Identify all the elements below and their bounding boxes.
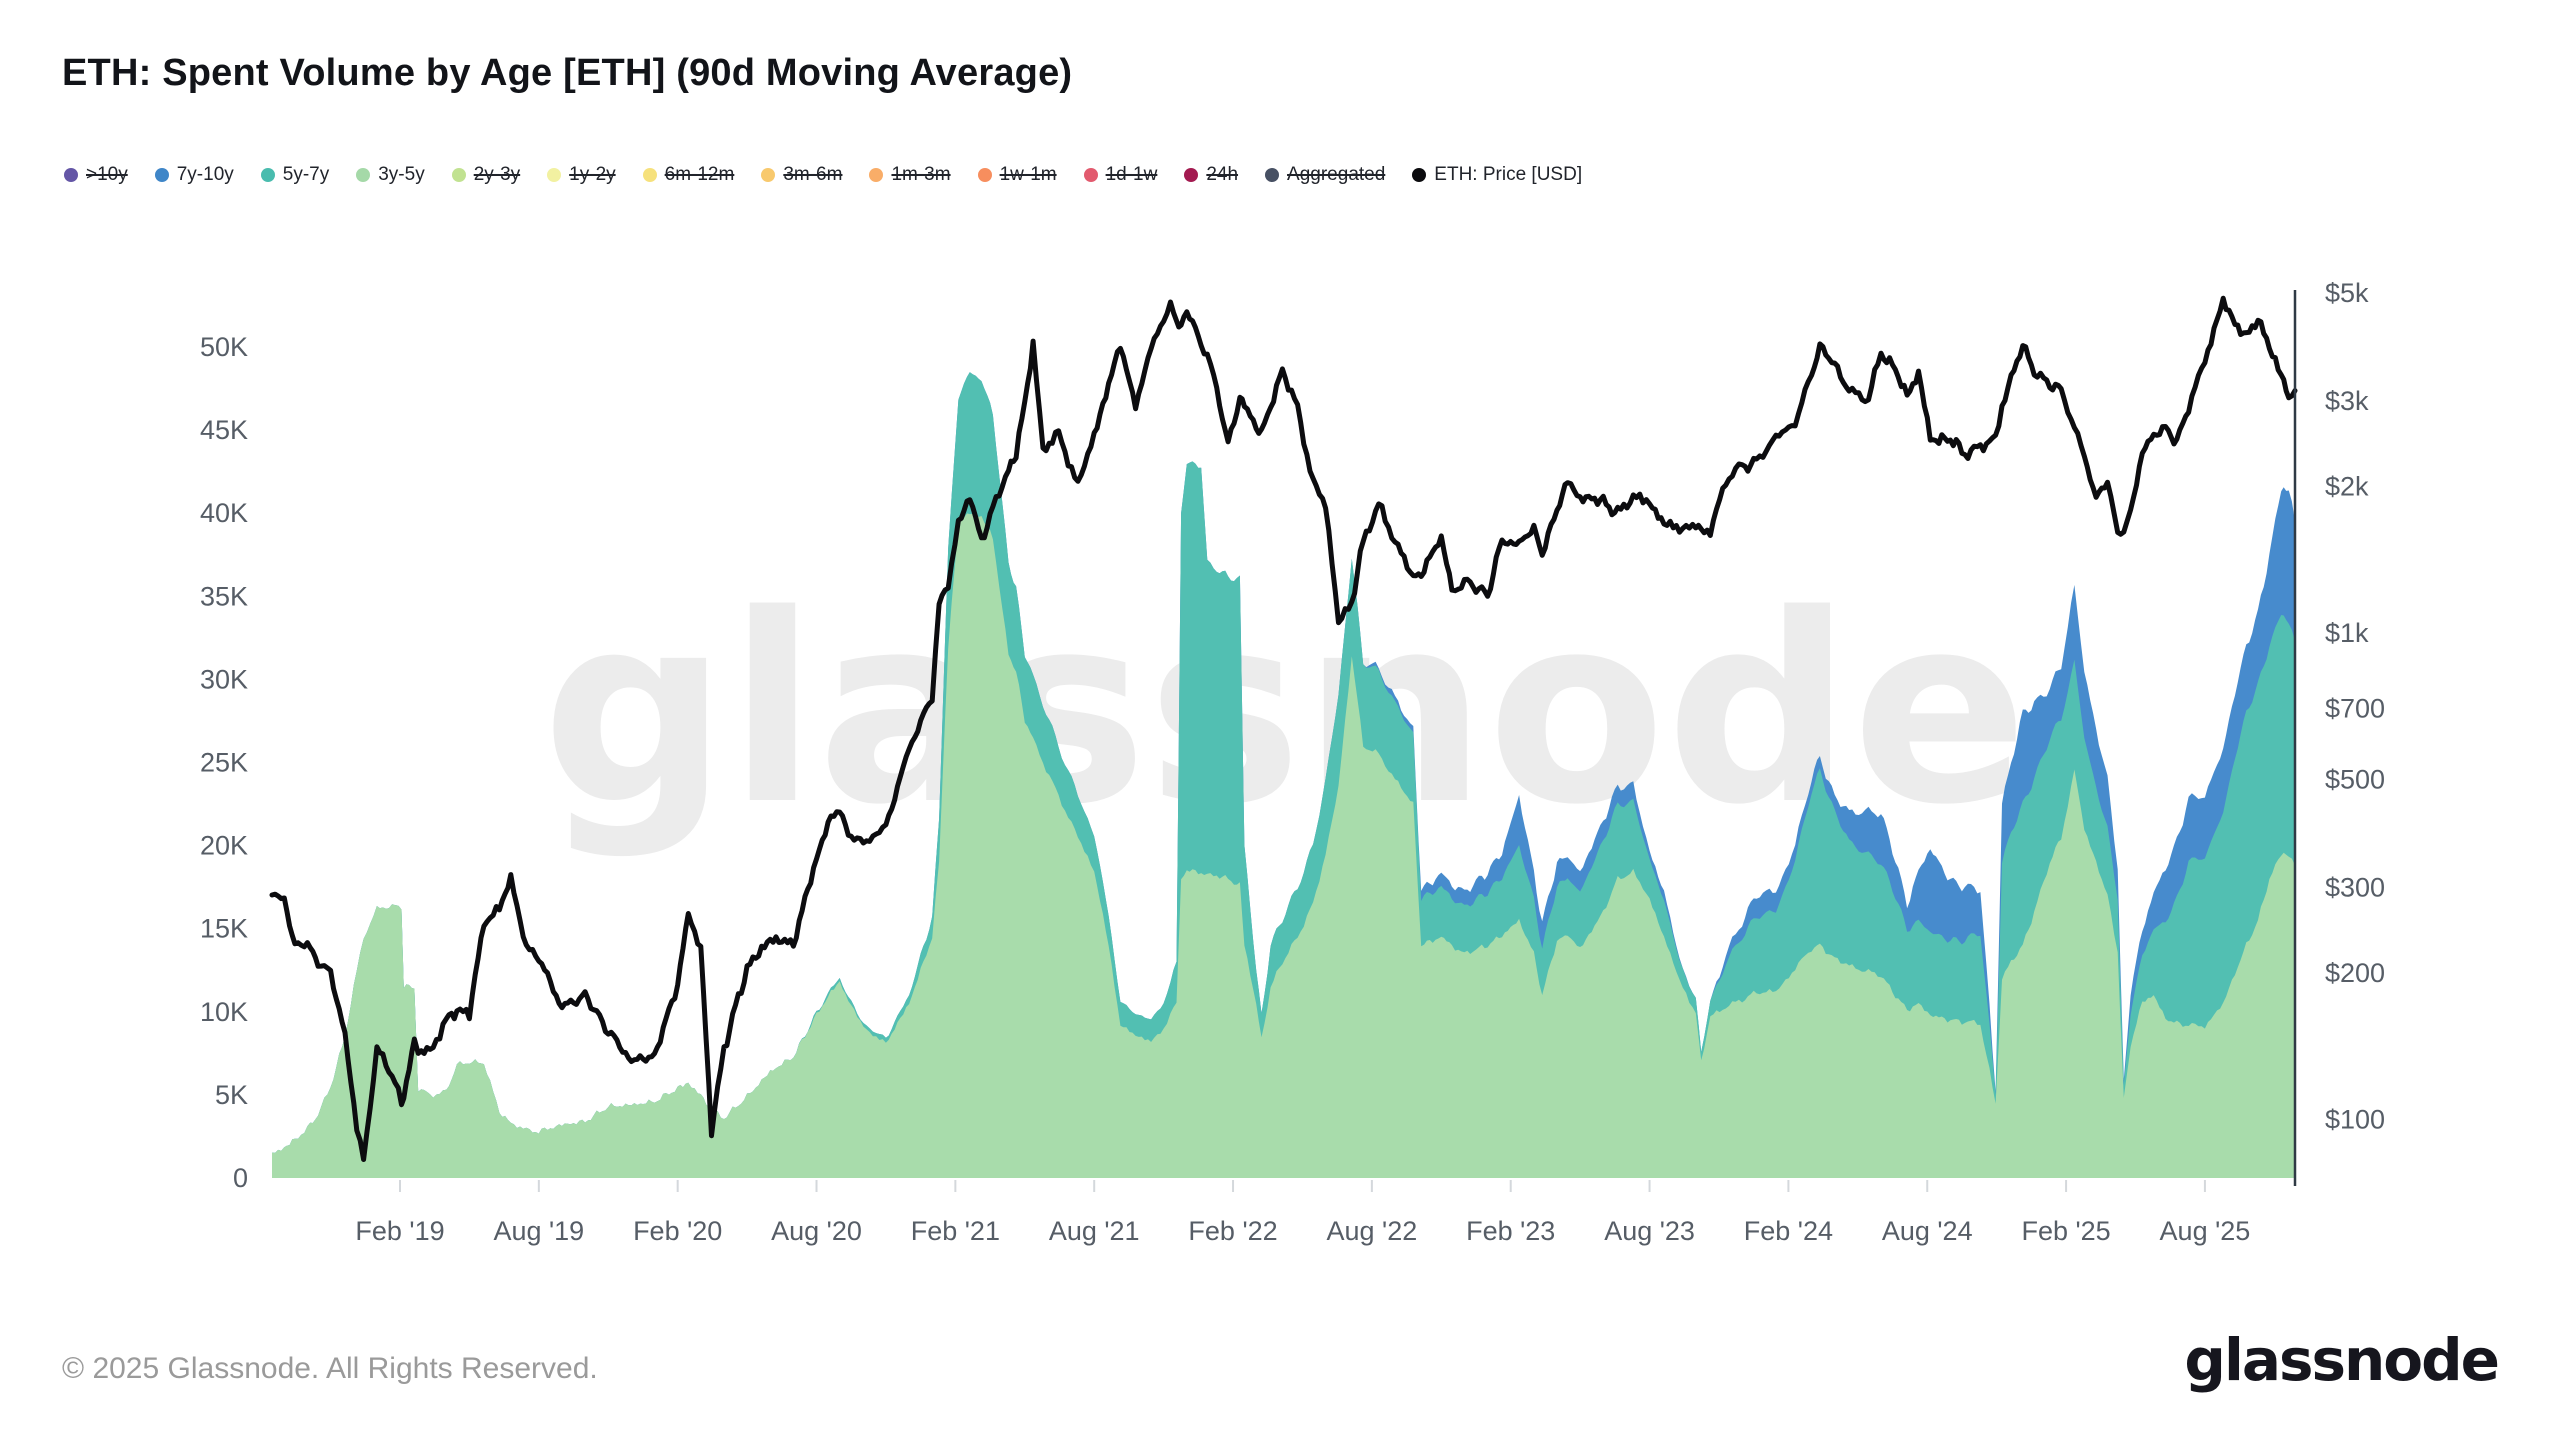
copyright-text: © 2025 Glassnode. All Rights Reserved. bbox=[62, 1352, 598, 1385]
y-left-tick-label: 20K bbox=[200, 831, 248, 861]
page-title: ETH: Spent Volume by Age [ETH] (90d Movi… bbox=[62, 52, 1073, 94]
x-tick-label: Aug '25 bbox=[2160, 1216, 2251, 1246]
y-right-tick-label: $1k bbox=[2325, 618, 2369, 648]
legend-dot-icon bbox=[977, 168, 992, 182]
legend-dot-icon bbox=[451, 168, 466, 182]
legend-dot-icon bbox=[260, 168, 275, 182]
x-tick-label: Feb '21 bbox=[911, 1216, 1000, 1246]
y-left-tick-label: 45K bbox=[200, 415, 248, 445]
legend-dot-icon bbox=[154, 168, 169, 182]
legend-item-1m-3m[interactable]: 1m-3m bbox=[869, 164, 951, 186]
legend-item-label: ETH: Price [USD] bbox=[1434, 164, 1583, 185]
legend-item-label: 1d-1w bbox=[1105, 164, 1158, 185]
legend-item-6m-12m[interactable]: 6m-12m bbox=[642, 164, 735, 186]
legend-item-3m-6m[interactable]: 3m-6m bbox=[761, 164, 842, 186]
y-right-tick-label: $5k bbox=[2325, 278, 2369, 308]
legend-dot-icon bbox=[1265, 168, 1280, 182]
y-left-tick-label: 10K bbox=[200, 997, 248, 1027]
legend-item-2y-3y[interactable]: 2y-3y bbox=[451, 164, 521, 186]
legend-dot-icon bbox=[761, 168, 776, 182]
y-left-tick-label: 15K bbox=[200, 914, 248, 944]
legend-item-label: 1w-1m bbox=[999, 164, 1057, 185]
y-right-tick-label: $100 bbox=[2325, 1105, 2385, 1135]
legend-item-label: 3m-6m bbox=[783, 164, 843, 185]
y-right-tick-label: $200 bbox=[2325, 958, 2385, 988]
legend-item-label: 1y-2y bbox=[569, 164, 616, 185]
y-right-tick-label: $2k bbox=[2325, 472, 2369, 502]
legend-item-24h[interactable]: 24h bbox=[1184, 164, 1238, 186]
area-5y-7y bbox=[272, 372, 2295, 1179]
x-tick-label: Aug '19 bbox=[493, 1216, 584, 1246]
legend-dot-icon bbox=[642, 168, 657, 182]
x-tick-label: Aug '20 bbox=[771, 1216, 862, 1246]
legend-dot-icon bbox=[1083, 168, 1098, 182]
legend-item-1y-2y[interactable]: 1y-2y bbox=[547, 164, 616, 186]
x-tick-label: Feb '23 bbox=[1466, 1216, 1555, 1246]
legend-item-label: 3y-5y bbox=[378, 164, 425, 185]
y-right-tick-label: $3k bbox=[2325, 386, 2369, 416]
legend-item-label: >10y bbox=[86, 164, 128, 185]
y-right-tick-label: $700 bbox=[2325, 693, 2385, 723]
x-tick-label: Feb '20 bbox=[633, 1216, 722, 1246]
y-right-tick-label: $300 bbox=[2325, 872, 2385, 902]
legend-item-label: 1m-3m bbox=[891, 164, 951, 185]
legend-dot-icon bbox=[1184, 168, 1199, 182]
legend-item-label: 6m-12m bbox=[664, 164, 735, 185]
x-tick-label: Aug '21 bbox=[1049, 1216, 1140, 1246]
legend-item-label: 24h bbox=[1206, 164, 1239, 185]
legend-item-label: 7y-10y bbox=[176, 164, 234, 185]
y-right-tick-label: $500 bbox=[2325, 764, 2385, 794]
y-left-tick-label: 0 bbox=[233, 1163, 248, 1193]
x-tick-label: Feb '19 bbox=[355, 1216, 444, 1246]
legend-item-1w-1m[interactable]: 1w-1m bbox=[977, 164, 1057, 186]
legend-item-eth-price-usd-[interactable]: ETH: Price [USD] bbox=[1412, 164, 1582, 186]
x-tick-label: Aug '23 bbox=[1604, 1216, 1695, 1246]
y-left-tick-label: 35K bbox=[200, 581, 248, 611]
legend-item-7y-10y[interactable]: 7y-10y bbox=[154, 164, 234, 186]
x-tick-label: Feb '22 bbox=[1188, 1216, 1277, 1246]
y-left-tick-label: 30K bbox=[200, 664, 248, 694]
x-tick-label: Aug '22 bbox=[1327, 1216, 1418, 1246]
y-left-tick-label: 50K bbox=[200, 332, 248, 362]
legend-dot-icon bbox=[356, 168, 371, 182]
y-left-tick-label: 40K bbox=[200, 498, 248, 528]
area-3y-5y bbox=[272, 513, 2295, 1178]
y-left-tick-label: 25K bbox=[200, 748, 248, 778]
legend-dot-icon bbox=[1412, 168, 1427, 182]
legend-item-1d-1w[interactable]: 1d-1w bbox=[1083, 164, 1158, 186]
glassnode-watermark: glassnode bbox=[542, 560, 2028, 862]
x-tick-label: Feb '25 bbox=[2021, 1216, 2110, 1246]
glassnode-logo: glassnode bbox=[2184, 1326, 2500, 1394]
legend-dot-icon bbox=[869, 168, 884, 182]
y-left-tick-label: 5K bbox=[215, 1080, 248, 1110]
legend-item-aggregated[interactable]: Aggregated bbox=[1265, 164, 1385, 186]
legend-item-label: Aggregated bbox=[1287, 164, 1386, 185]
x-tick-label: Aug '24 bbox=[1882, 1216, 1973, 1246]
legend-dot-icon bbox=[64, 168, 78, 182]
chart-legend: >10y 7y-10y 5y-7y 3y-5y 2y-3y 1y-2y 6m-12m 3m-6… bbox=[64, 164, 1582, 186]
legend-dot-icon bbox=[547, 168, 562, 182]
price-line bbox=[269, 295, 2298, 1162]
legend-item-label: 2y-3y bbox=[473, 164, 521, 185]
legend-item-3y-5y[interactable]: 3y-5y bbox=[356, 164, 425, 186]
legend-item-label: 5y-7y bbox=[282, 164, 330, 185]
legend-item--10y[interactable]: >10y bbox=[64, 164, 128, 186]
legend-item-5y-7y[interactable]: 5y-7y bbox=[260, 164, 330, 186]
x-tick-label: Feb '24 bbox=[1744, 1216, 1833, 1246]
